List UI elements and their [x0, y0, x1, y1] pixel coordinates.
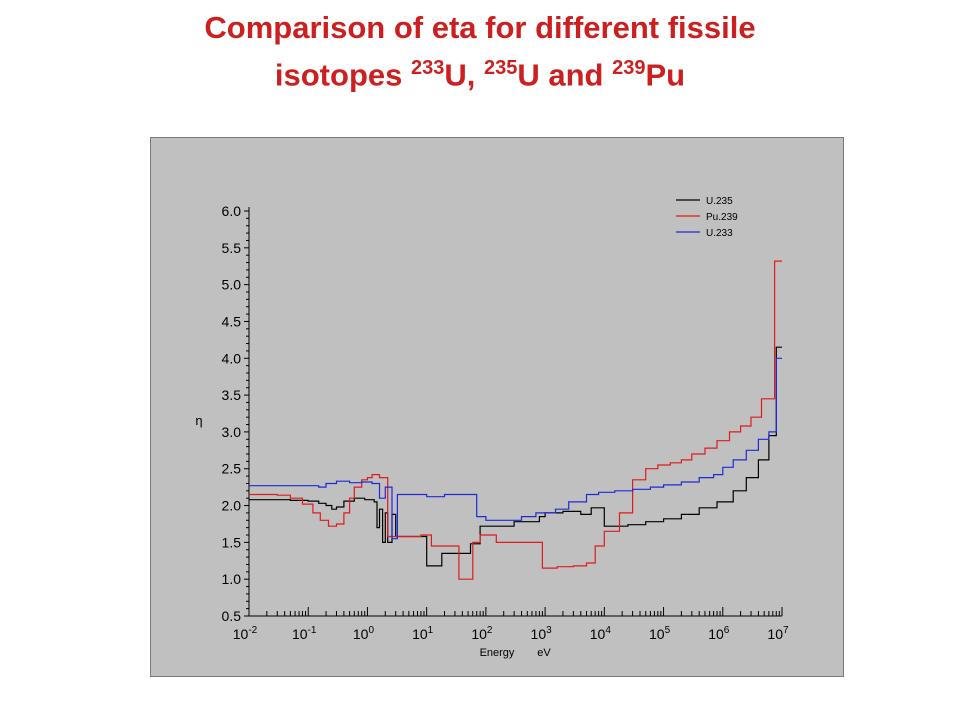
- axes: 0.5 1.0 1.5 2.0 2.5 3.0 3.5 4.0 4.5 5.0 5.5 6.0 10-2…: [195, 203, 789, 659]
- slide-title: Comparison of eta for different fissile …: [0, 8, 960, 95]
- y-tick-label: 1.0: [222, 571, 242, 587]
- series-line-pu-239: [249, 260, 782, 580]
- eta-chart: 0.5 1.0 1.5 2.0 2.5 3.0 3.5 4.0 4.5 5.0 5.5 6.0 10-2…: [195, 196, 789, 659]
- title-line-1: Comparison of eta for different fissile: [204, 10, 756, 45]
- x-tick-label: 10-2: [233, 625, 258, 642]
- legend: U.235 Pu.239 U.233: [676, 196, 738, 239]
- y-tick-label: 5.0: [222, 277, 242, 293]
- y-tick-label: 1.5: [222, 534, 242, 550]
- x-tick-label: 10-1: [292, 625, 317, 642]
- isotope-1-symbol: U,: [444, 57, 476, 93]
- x-tick-label: 105: [649, 625, 671, 642]
- legend-label: U.233: [706, 228, 733, 239]
- x-tick-label: 102: [471, 625, 493, 642]
- isotope-3-symbol: Pu: [645, 57, 686, 93]
- x-tick-label: 101: [412, 625, 434, 642]
- legend-label: Pu.239: [706, 212, 738, 223]
- y-tick-label: 6.0: [222, 203, 242, 219]
- y-tick-label: 2.0: [222, 498, 242, 514]
- isotope-2-symbol: U and: [517, 57, 604, 93]
- y-tick-label: 4.5: [222, 313, 242, 329]
- y-tick-label: 0.5: [222, 608, 242, 624]
- isotope-2-mass: 235: [483, 57, 518, 79]
- x-tick-label: 103: [531, 625, 553, 642]
- series-line-u-235: [249, 346, 782, 567]
- title-line-2: isotopes 233U, 235U and 239Pu: [0, 48, 960, 95]
- y-tick-label: 3.0: [222, 424, 242, 440]
- series-lines: [249, 260, 782, 580]
- x-tick-label: 106: [708, 625, 730, 642]
- legend-label: U.235: [706, 196, 733, 207]
- y-tick-label: 5.5: [222, 240, 242, 256]
- x-axis-label-unit: eV: [537, 647, 551, 659]
- series-line-u-233: [249, 357, 782, 540]
- y-axis-label: η: [195, 413, 202, 428]
- title-word: isotopes: [274, 57, 403, 93]
- x-tick-label: 107: [767, 625, 789, 642]
- y-tick-label: 3.5: [222, 387, 242, 403]
- x-tick-label: 100: [353, 625, 375, 642]
- isotope-1-mass: 233: [410, 57, 445, 79]
- x-axis-label-energy: Energy: [480, 647, 515, 659]
- y-tick-label: 2.5: [222, 461, 242, 477]
- chart-panel: 0.5 1.0 1.5 2.0 2.5 3.0 3.5 4.0 4.5 5.0 5.5 6.0 10-2…: [150, 137, 844, 677]
- y-tick-label: 4.0: [222, 350, 242, 366]
- isotope-3-mass: 239: [612, 57, 646, 79]
- x-tick-label: 104: [590, 625, 612, 642]
